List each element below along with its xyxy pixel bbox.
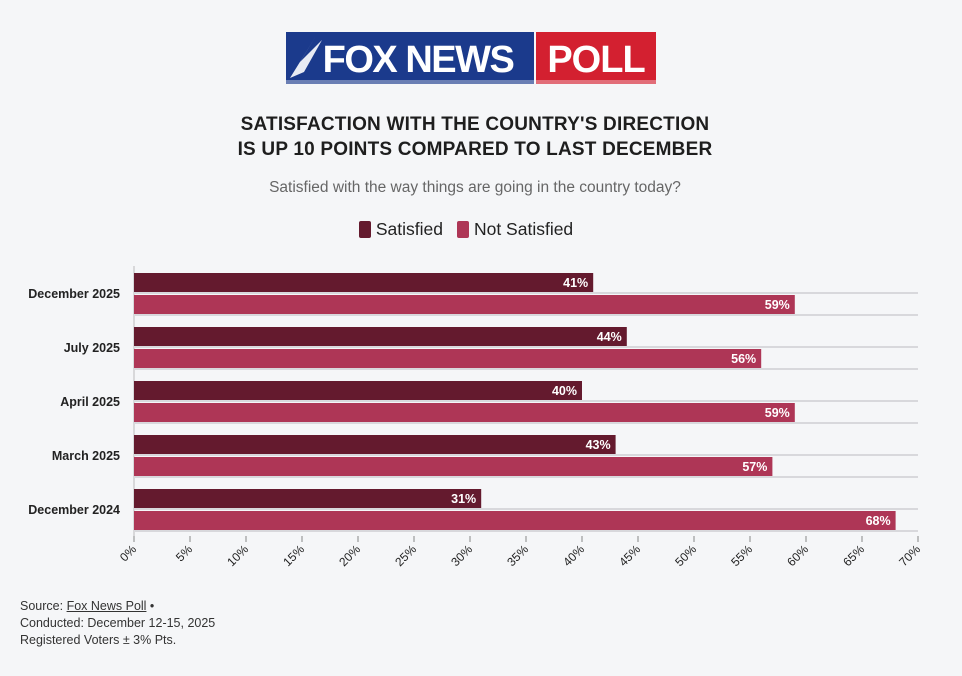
data-label: 68%: [866, 514, 891, 528]
logo-searchlight-icon: [290, 36, 322, 78]
category-label: December 2024: [28, 503, 120, 517]
x-tick-label: 0%: [117, 542, 139, 564]
x-tick-label: 30%: [448, 542, 475, 569]
x-tick-label: 20%: [336, 542, 363, 569]
data-label: 59%: [765, 406, 790, 420]
legend-item-satisfied: Satisfied: [358, 219, 443, 240]
bar-not-satisfied: [134, 349, 762, 368]
bar-satisfied: [134, 273, 594, 292]
bar-not-satisfied: [134, 403, 795, 422]
x-tick-label: 50%: [672, 542, 699, 569]
legend-swatch-not-satisfied: [456, 221, 469, 238]
data-label: 56%: [731, 352, 756, 366]
source-line: Source: Fox News Poll •: [20, 598, 215, 615]
data-label: 43%: [586, 438, 611, 452]
data-label: 31%: [451, 492, 476, 506]
bar-not-satisfied: [134, 457, 773, 476]
chart-title-line-2: IS UP 10 POINTS COMPARED TO LAST DECEMBE…: [237, 139, 713, 160]
source-bullet: •: [146, 599, 155, 613]
bar-not-satisfied: [134, 511, 896, 530]
bar-satisfied: [134, 381, 582, 400]
x-tick-label: 5%: [173, 542, 195, 564]
logo-blue-panel: [286, 32, 534, 84]
source-note: Source: Fox News Poll • Conducted: Decem…: [20, 598, 215, 649]
conducted-dates: Conducted: December 12-15, 2025: [20, 616, 216, 630]
data-label: 41%: [563, 276, 588, 290]
chart-title-line-1: SATISFACTION WITH THE COUNTRY'S DIRECTIO…: [240, 114, 710, 135]
x-tick-label: 10%: [224, 542, 251, 569]
population-note: Registered Voters ± 3% Pts.: [20, 633, 177, 647]
source-link[interactable]: Fox News Poll: [66, 599, 147, 613]
data-label: 57%: [742, 460, 767, 474]
x-tick-label: 70%: [896, 542, 923, 569]
legend: Satisfied Not Satisfied: [0, 219, 932, 240]
data-label: 40%: [552, 384, 577, 398]
category-label: July 2025: [64, 341, 120, 355]
logo-product-text: POLL: [547, 39, 645, 81]
legend-item-not-satisfied: Not Satisfied: [456, 219, 574, 240]
category-label: March 2025: [52, 449, 120, 463]
logo-red-panel: [536, 32, 656, 84]
legend-swatch-satisfied: [358, 221, 371, 238]
legend-label-satisfied: Satisfied: [375, 219, 443, 239]
x-tick-label: 25%: [392, 542, 419, 569]
x-tick-label: 35%: [504, 542, 531, 569]
legend-label-not-satisfied: Not Satisfied: [473, 219, 574, 239]
fox-news-poll-logo: FOX NEWS POLL: [286, 32, 656, 84]
x-tick-label: 55%: [728, 542, 755, 569]
data-label: 44%: [597, 330, 622, 344]
category-label: April 2025: [60, 395, 120, 409]
data-label: 59%: [765, 298, 790, 312]
chart-subtitle: Satisfied with the way things are going …: [269, 179, 681, 196]
category-label: December 2025: [28, 287, 120, 301]
chart-title: SATISFACTION WITH THE COUNTRY'S DIRECTIO…: [0, 112, 950, 162]
logo-brand-text: FOX NEWS: [323, 39, 514, 81]
x-tick-label: 45%: [616, 542, 643, 569]
bar-satisfied: [134, 435, 616, 454]
x-tick-label: 40%: [560, 542, 587, 569]
x-tick-label: 60%: [784, 542, 811, 569]
x-tick-label: 15%: [280, 542, 307, 569]
bar-satisfied: [134, 327, 627, 346]
logo-underline: [286, 80, 656, 84]
x-tick-label: 65%: [840, 542, 867, 569]
bar-not-satisfied: [134, 295, 795, 314]
source-prefix: Source:: [20, 599, 67, 613]
bar-satisfied: [134, 489, 482, 508]
